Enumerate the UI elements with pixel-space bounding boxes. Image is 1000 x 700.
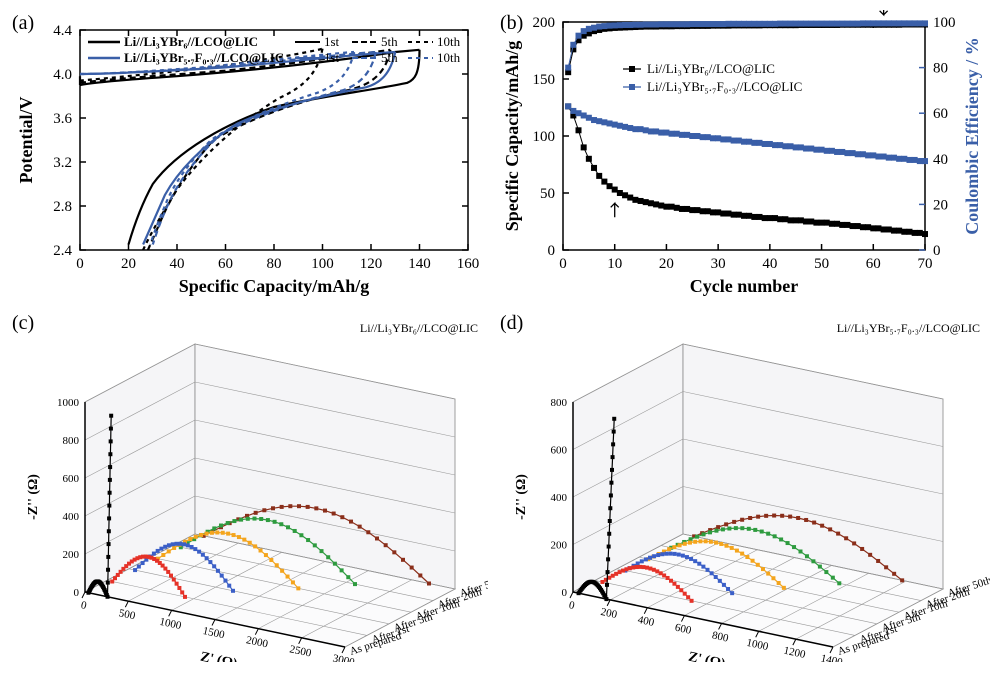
panel-d-chart: 02004006008000200400600800100012001400As… [498, 310, 990, 662]
svg-text:Li//Li₃YBr₅.₇F₀.₃//LCO@LIC: Li//Li₃YBr₅.₇F₀.₃//LCO@LIC [124, 50, 284, 65]
svg-text:0: 0 [76, 256, 84, 272]
svg-text:1000: 1000 [745, 637, 770, 653]
svg-text:60: 60 [866, 256, 881, 272]
panel-b: (b) 010203040506070050100150200020406080… [498, 10, 990, 300]
svg-text:Specific Capacity/mAh/g: Specific Capacity/mAh/g [179, 276, 370, 296]
svg-text:70: 70 [918, 256, 933, 272]
svg-text:0: 0 [559, 256, 567, 272]
svg-text:-Z'' (Ω): -Z'' (Ω) [26, 474, 41, 520]
svg-text:2.4: 2.4 [53, 243, 72, 259]
svg-text:40: 40 [170, 256, 185, 272]
panel-a-label: (a) [12, 12, 34, 35]
svg-text:3.6: 3.6 [53, 111, 72, 127]
svg-text:120: 120 [360, 256, 383, 272]
svg-text:40: 40 [933, 152, 948, 168]
svg-text:200: 200 [599, 606, 618, 621]
svg-text:200: 200 [551, 540, 568, 552]
svg-text:3.2: 3.2 [53, 155, 72, 171]
svg-text:Z' (Ω): Z' (Ω) [199, 650, 239, 662]
svg-text:400: 400 [63, 511, 80, 523]
svg-text:1500: 1500 [202, 625, 227, 641]
svg-text:800: 800 [63, 435, 80, 447]
svg-text:1200: 1200 [783, 645, 808, 661]
panel-d-label: (d) [500, 312, 523, 335]
svg-text:50: 50 [540, 186, 555, 202]
svg-text:200: 200 [63, 549, 80, 561]
panel-d: (d) 020040060080002004006008001000120014… [498, 310, 990, 670]
svg-text:Potential/V: Potential/V [16, 97, 36, 184]
svg-text:After 50th: After 50th [458, 574, 488, 600]
svg-text:400: 400 [551, 492, 568, 504]
svg-text:0: 0 [933, 243, 941, 259]
svg-text:600: 600 [63, 473, 80, 485]
svg-text:2500: 2500 [288, 643, 313, 659]
svg-text:1000: 1000 [57, 397, 80, 409]
svg-text:30: 30 [711, 256, 726, 272]
svg-text:0: 0 [568, 599, 576, 612]
svg-text:Li//Li₃YBr₆//LCO@LIC: Li//Li₃YBr₆//LCO@LIC [124, 34, 258, 49]
svg-text:1st: 1st [324, 34, 340, 49]
svg-text:50: 50 [814, 256, 829, 272]
svg-text:2.8: 2.8 [53, 199, 72, 215]
svg-text:80: 80 [267, 256, 282, 272]
svg-text:600: 600 [674, 622, 693, 637]
svg-text:10: 10 [607, 256, 622, 272]
figure-grid: (a) 0204060801001201401602.42.83.23.64.0… [10, 10, 990, 690]
panel-b-chart: 010203040506070050100150200020406080100C… [498, 10, 990, 300]
svg-text:1st: 1st [324, 50, 340, 65]
svg-text:5th: 5th [381, 34, 398, 49]
svg-text:200: 200 [533, 15, 556, 31]
panel-a: (a) 0 20 40 60 80 100 120 140 160 2.4 2.8 3.2 3.6 4.0… [10, 10, 488, 300]
svg-text:4.4: 4.4 [53, 23, 72, 39]
svg-text:100: 100 [533, 129, 556, 145]
svg-text:2000: 2000 [245, 634, 270, 650]
svg-text:10th: 10th [437, 34, 461, 49]
svg-text:600: 600 [551, 445, 568, 457]
svg-text:100: 100 [933, 15, 956, 31]
svg-text:0: 0 [548, 243, 556, 259]
svg-text:Li//Li₃YBr₆//LCO@LIC: Li//Li₃YBr₆//LCO@LIC [360, 321, 478, 335]
svg-text:-Z'' (Ω): -Z'' (Ω) [514, 474, 529, 520]
svg-text:80: 80 [933, 61, 948, 77]
panel-b-label: (b) [500, 12, 523, 35]
svg-text:60: 60 [933, 106, 948, 122]
svg-text:160: 160 [457, 256, 480, 272]
svg-text:500: 500 [118, 607, 137, 622]
panel-c: (c) 0 200 400 600 800 1000 0 500 1000 1500 2000 250… [10, 310, 488, 670]
svg-text:0: 0 [562, 587, 568, 599]
svg-text:Li//Li₃YBr₅.₇F₀.₃//LCO@LIC: Li//Li₃YBr₅.₇F₀.₃//LCO@LIC [647, 79, 802, 94]
svg-text:20: 20 [933, 197, 948, 213]
svg-text:0: 0 [74, 587, 80, 599]
svg-text:100: 100 [311, 256, 334, 272]
svg-text:Z' (Ω): Z' (Ω) [687, 650, 727, 662]
panel-a-chart: 0 20 40 60 80 100 120 140 160 2.4 2.8 3.2 3.6 4.0 4.4 S… [10, 10, 488, 300]
svg-text:150: 150 [533, 72, 556, 88]
svg-text:5th: 5th [381, 50, 398, 65]
panel-c-chart: 0200400600800100005001000150020002500300… [10, 310, 488, 662]
panel-c-label: (c) [12, 312, 34, 335]
svg-text:Cycle number: Cycle number [690, 276, 798, 296]
svg-text:4.0: 4.0 [53, 67, 72, 83]
svg-text:Coulombic Efficiency / %: Coulombic Efficiency / % [962, 37, 982, 234]
svg-text:0: 0 [80, 599, 88, 612]
svg-text:800: 800 [711, 629, 730, 644]
svg-text:140: 140 [408, 256, 431, 272]
svg-text:Specific Capacity/mAh/g: Specific Capacity/mAh/g [502, 41, 522, 232]
svg-text:20: 20 [659, 256, 674, 272]
svg-text:10th: 10th [437, 50, 461, 65]
svg-text:Li//Li₃YBr₅.₇F₀.₃//LCO@LIC: Li//Li₃YBr₅.₇F₀.₃//LCO@LIC [837, 321, 980, 335]
svg-text:60: 60 [218, 256, 233, 272]
svg-text:400: 400 [637, 614, 656, 629]
svg-text:1000: 1000 [158, 616, 183, 632]
svg-text:20: 20 [121, 256, 136, 272]
svg-text:800: 800 [551, 397, 568, 409]
svg-text:40: 40 [762, 256, 777, 272]
svg-text:Li//Li₃YBr₆//LCO@LIC: Li//Li₃YBr₆//LCO@LIC [647, 61, 775, 76]
